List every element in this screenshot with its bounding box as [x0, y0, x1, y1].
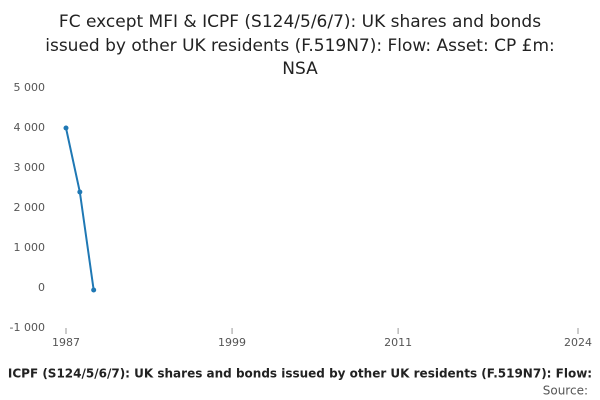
x-tick-label: 1999: [218, 336, 246, 349]
line: [65, 127, 95, 291]
source: Source:: [543, 384, 588, 398]
x-tick-label: 2024: [564, 336, 592, 349]
y-tick-label: 5 000: [14, 81, 46, 94]
point: [77, 189, 83, 195]
y-tick-label: 0: [38, 281, 45, 294]
x-tick-label: 2011: [384, 336, 412, 349]
point: [91, 287, 97, 293]
chart-title: issued by other UK residents (F.519N7): …: [45, 36, 554, 56]
y-tick-label: 3 000: [14, 161, 46, 174]
x-tick-label: 1987: [52, 336, 80, 349]
y-tick-label: -1 000: [10, 321, 45, 334]
y-tick-label: 2 000: [14, 201, 46, 214]
y-tick-label: 4 000: [14, 121, 46, 134]
chart-title: NSA: [282, 59, 318, 79]
point: [63, 125, 69, 131]
x-axis-label: ICPF (S124/5/6/7): UK shares and bonds i…: [8, 367, 592, 381]
chart-title: FC except MFI & ICPF (S124/5/6/7): UK sh…: [59, 12, 541, 32]
y-tick-label: 1 000: [14, 241, 46, 254]
